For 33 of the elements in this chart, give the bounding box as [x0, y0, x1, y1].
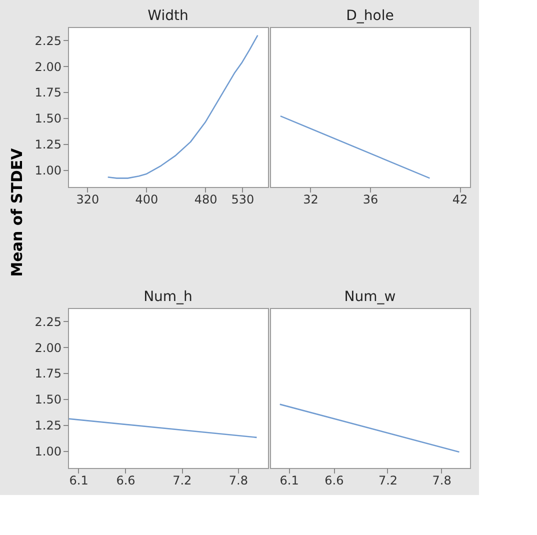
x-tick-label: 42	[452, 192, 468, 206]
x-tick-label: 480	[194, 192, 218, 206]
y-tick-label: 1.00	[34, 163, 62, 178]
y-tick-label: 2.00	[34, 60, 62, 74]
y-axis-title: Mean of STDEV	[8, 148, 26, 277]
chart-title: D_hole	[346, 8, 394, 24]
x-tick-label: 36	[362, 192, 378, 206]
x-tick-label: 32	[303, 192, 318, 206]
x-tick-label: 7.2	[172, 474, 192, 488]
x-tick-label: 6.6	[116, 474, 136, 488]
y-tick-label: 2.00	[34, 340, 62, 355]
x-tick-label: 400	[135, 192, 158, 206]
x-tick-label: 320	[76, 192, 100, 206]
y-tick-label: 1.25	[34, 418, 62, 433]
y-tick-label: 1.00	[34, 444, 62, 458]
y-tick-label: 1.75	[34, 86, 62, 100]
line-series	[107, 34, 258, 179]
x-tick-label: 7.8	[432, 474, 452, 488]
x-tick-label: 7.8	[228, 474, 248, 488]
chart-title: Num_w	[344, 289, 396, 305]
chart-title: Width	[148, 8, 188, 24]
y-tick-label: 1.50	[34, 392, 62, 407]
x-tick-label: 6.1	[280, 474, 299, 488]
y-tick-label: 2.25	[34, 34, 62, 48]
y-tick-label: 1.75	[34, 366, 62, 381]
chart-title: Num_h	[144, 289, 192, 305]
x-tick-label: 6.1	[69, 474, 88, 488]
x-tick-label: 530	[231, 192, 254, 206]
x-tick-label: 6.6	[324, 474, 344, 488]
y-tick-label: 1.25	[34, 138, 62, 152]
y-tick-label: 1.50	[34, 112, 62, 126]
x-tick-label: 7.2	[378, 474, 398, 488]
y-tick-label: 2.25	[34, 314, 62, 329]
